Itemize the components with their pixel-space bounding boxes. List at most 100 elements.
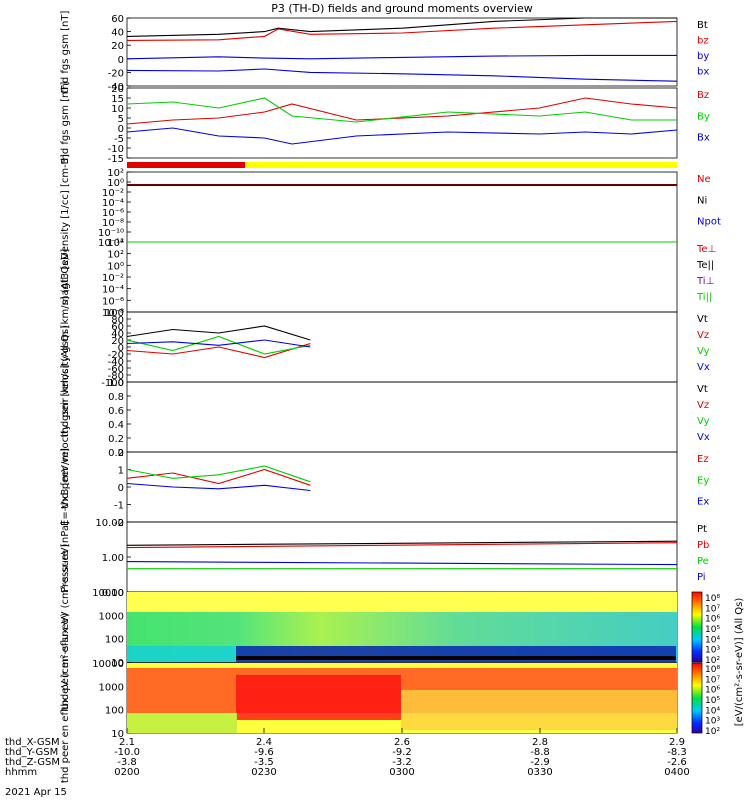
colorbar-ion: [691, 591, 703, 663]
y-tick-label: 60: [111, 322, 124, 333]
y-tick-label: 40: [111, 28, 124, 39]
x-row-value: -3.5: [254, 757, 274, 768]
x-axis-labels: thd_X-GSM 2.1 2.4 2.6 2.8 2.9 thd_Y-GSM -10.0 -9…: [5, 728, 690, 798]
y-tick-label: -80: [108, 371, 124, 382]
x-row-value: 2.6: [394, 737, 410, 748]
legend-by: by: [697, 51, 709, 62]
panel-frame: [126, 241, 678, 313]
series-line-Vy: [126, 335, 311, 355]
colorbar-tick-label: 10⁵: [705, 696, 720, 706]
series-line-Vz: [126, 342, 311, 359]
panel-frame: [126, 87, 678, 159]
y-tick-label: 1000: [99, 611, 124, 622]
y-axis-label: thd fgs gsm [nT]: [60, 11, 71, 94]
colorbar-tick-label: 10³: [705, 646, 720, 656]
y-tick-label: 10: [111, 104, 124, 115]
chart-title: P3 (TH-D) fields and ground moments over…: [271, 2, 533, 15]
y-tick-label: 0: [118, 124, 124, 135]
legend-Bz: Bz: [697, 90, 709, 101]
y-tick-label: 60: [111, 14, 124, 25]
legend-Bt: Bt: [697, 20, 708, 31]
orbit-bar: [127, 162, 677, 168]
series-line-Ez: [126, 468, 311, 486]
x-row-value: -3.2: [392, 757, 412, 768]
y-tick-label: 10⁰: [107, 261, 124, 272]
x-row-label: thd_Y-GSM: [5, 747, 58, 758]
legend-Vy: Vy: [697, 346, 710, 357]
y-tick-label: 10⁻⁶: [102, 296, 124, 307]
y-axis-label: Density [1/cc] [cm-3]: [60, 154, 71, 260]
y-axis-label: magt3 [eV]: [60, 249, 71, 306]
legend-Npot: Npot: [697, 217, 721, 228]
y-tick-label: 10²: [107, 250, 124, 261]
legend-Vz: Vz: [697, 330, 709, 341]
series-line-Bx: [126, 127, 678, 145]
y-tick-label: 10⁻⁴: [102, 285, 124, 296]
y-tick-label: 1.00: [102, 553, 124, 564]
y-axis-label: thd peer en eflux eV (cm²-s-sr-eV): [60, 613, 71, 783]
legend-Pi: Pi: [697, 572, 706, 583]
panel-6: 2 1 0 -1 -2 E=-VxB [mV/m] Ez Ey Ex: [60, 448, 709, 529]
y-tick-label: -40: [108, 82, 124, 93]
y-tick-label: 10⁴: [107, 238, 124, 249]
panel-frame: [126, 311, 678, 383]
x-row-value: -3.8: [117, 757, 137, 768]
y-tick-label: 10.00: [95, 518, 124, 529]
colorbar-tick-label: 10⁵: [705, 625, 720, 635]
y-tick-label: 1.0: [108, 378, 124, 389]
colorbar-label: [eV/(cm²-s-sr-eV)] (All Qs): [734, 598, 745, 727]
x-row-value: 2.1: [119, 737, 135, 748]
y-tick-label: 10⁻²: [102, 273, 124, 284]
y-tick-label: -20: [108, 68, 124, 79]
y-tick-label: 100: [105, 635, 124, 646]
series-line-Pi: [126, 561, 678, 566]
x-row-value: 0330: [527, 767, 552, 778]
x-row-value: -8.8: [530, 747, 550, 758]
panel-frame: [126, 17, 678, 87]
x-row-value: 0200: [114, 767, 139, 778]
y-axis-label: thd peir en eflux eV (cm²-s-sr-eV): [60, 543, 71, 710]
legend-Ex: Ex: [697, 497, 709, 508]
x-row-value: -8.3: [667, 747, 687, 758]
y-tick-label: 10⁻²: [102, 188, 124, 199]
y-tick-label: 10⁻⁶: [102, 208, 124, 219]
y-tick-label: -2: [114, 518, 124, 529]
colorbar-tick-label: 10⁸: [705, 665, 720, 675]
date-label: 2021 Apr 15: [5, 787, 67, 798]
colorbar-electron: [691, 662, 703, 734]
y-tick-label: 10²: [107, 168, 124, 179]
y-tick-label: 10⁻⁸: [102, 218, 124, 229]
colorbar-tick-label: 10²: [705, 727, 720, 737]
x-row-label: hhmm: [5, 767, 37, 778]
series-line-By: [126, 97, 677, 123]
y-tick-label: 0.2: [108, 434, 124, 445]
x-row-value: 2.8: [532, 737, 548, 748]
legend-Vt: Vt: [697, 314, 708, 325]
legend-Vz: Vz: [697, 400, 709, 411]
y-tick-label: 20: [111, 84, 124, 95]
y-axis-label: thd peer velocity gsm [km/s] (All Qs): [60, 325, 71, 509]
y-tick-label: 5: [118, 114, 124, 125]
legend-bz: bz: [697, 36, 709, 47]
legend-Ni: Ni: [697, 195, 707, 206]
panel-frame: [126, 381, 678, 453]
y-tick-label: -60: [108, 364, 124, 375]
y-tick-label: 0: [118, 55, 124, 66]
y-tick-label: 0: [118, 483, 124, 494]
panel-frame: [126, 451, 678, 523]
legend-Bx: Bx: [697, 133, 710, 144]
y-axis-label: Pressure [nPa]: [60, 521, 71, 593]
legend-Ti⊥: Ti⊥: [696, 276, 714, 287]
y-axis-label: E=-VxB [mV/m]: [60, 448, 71, 526]
legend-Pb: Pb: [697, 540, 709, 551]
y-tick-label: 0.10: [102, 588, 124, 599]
x-row-value: 0300: [389, 767, 414, 778]
legend-Vx: Vx: [697, 432, 710, 443]
y-tick-label: 20: [111, 41, 124, 52]
y-tick-label: -10: [108, 144, 124, 155]
colorbar-tick-label: 10⁸: [705, 594, 720, 604]
y-tick-label: 1: [118, 466, 124, 477]
colorbar-tick-label: 10³: [705, 717, 720, 727]
colorbar-tick-label: 10²: [705, 656, 720, 666]
